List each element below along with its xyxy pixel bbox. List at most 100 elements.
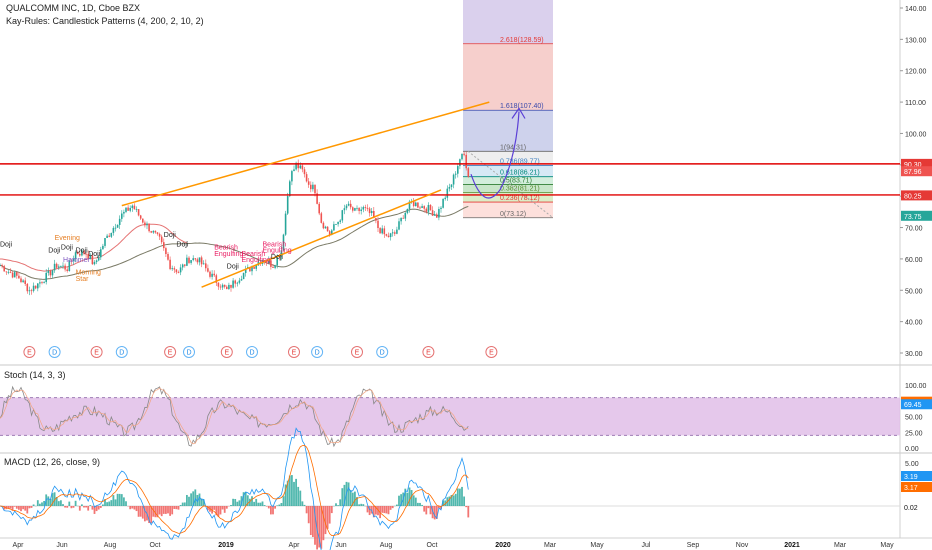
candle-body <box>379 228 381 234</box>
candle-body <box>188 257 190 263</box>
fib-level-label: 1(94.31) <box>500 144 526 151</box>
candle-body <box>70 260 73 262</box>
marker-label: E <box>292 350 297 357</box>
candle-body <box>368 208 371 214</box>
candle-body <box>307 181 310 185</box>
candle-body <box>60 266 62 267</box>
price-tick-label: 140.00 <box>905 6 927 13</box>
candle-body <box>400 217 402 222</box>
candle-body <box>18 275 20 279</box>
macd-histogram-bar <box>183 502 186 506</box>
projection-path <box>470 111 520 199</box>
candle-body <box>341 210 344 221</box>
candle-body <box>133 205 136 210</box>
macd-value-label: 3.19 <box>904 474 918 481</box>
fib-level-label: 0(73.12) <box>500 211 526 218</box>
macd-histogram-bar <box>272 506 274 515</box>
candle-body <box>324 226 327 229</box>
candle-body <box>106 235 108 238</box>
macd-histogram-bar <box>78 506 81 511</box>
candle-body <box>32 285 35 291</box>
time-tick-label: Oct <box>150 542 161 549</box>
candle-body <box>72 258 75 261</box>
candle-body <box>396 229 398 234</box>
candle-body <box>177 272 180 274</box>
macd-pane-title[interactable]: MACD (12, 26, close, 9) <box>4 457 101 467</box>
pattern-label: Doji <box>61 245 74 252</box>
candle-body <box>389 233 392 238</box>
macd-histogram-bar <box>467 506 470 518</box>
macd-histogram-bar <box>41 502 43 506</box>
marker-label: D <box>380 350 385 357</box>
macd-histogram-bar <box>421 504 423 506</box>
macd-histogram-bar <box>368 506 371 516</box>
candle-body <box>205 263 207 269</box>
time-tick-label: 2021 <box>784 542 800 549</box>
candle-body <box>7 271 10 273</box>
earnings-marker <box>220 346 233 358</box>
candle-body <box>175 269 178 273</box>
stoch-tick-label: 100.00 <box>905 383 927 390</box>
time-tick-label: Mar <box>834 542 847 549</box>
fib-level-label: 0.618(86.21) <box>500 170 540 177</box>
indicator-title[interactable]: Kay-Rules: Candlestick Patterns (4, 200,… <box>6 16 204 26</box>
stoch-band <box>0 397 900 436</box>
macd-histogram-bar <box>186 494 188 506</box>
candle-body <box>234 280 236 284</box>
candle-body <box>251 266 253 272</box>
macd-tick-label: 5.00 <box>905 461 919 468</box>
macd-histogram-bar <box>22 506 24 510</box>
candle-body <box>446 188 449 198</box>
macd-histogram-bar <box>328 506 331 524</box>
fib-zone-1618 <box>463 110 553 152</box>
candle-body <box>419 207 421 209</box>
candle-body <box>272 266 274 268</box>
pattern-label: Doji <box>88 251 101 258</box>
macd-histogram-bar <box>129 506 132 510</box>
pattern-label: Star <box>76 276 90 283</box>
macd-histogram-bar <box>97 506 100 510</box>
candle-body <box>253 266 255 269</box>
channel-upper-line <box>121 101 490 207</box>
stoch-k-line <box>0 385 469 448</box>
candle-body <box>64 265 66 270</box>
candle-body <box>28 290 31 292</box>
candle-body <box>85 253 87 255</box>
macd-histogram-bar <box>139 506 142 517</box>
macd-histogram-bar <box>398 495 400 506</box>
candle-body <box>362 207 365 210</box>
candle-body <box>135 209 138 210</box>
candle-body <box>305 174 308 182</box>
macd-histogram-bar <box>144 506 146 522</box>
candle-body <box>360 209 362 211</box>
macd-histogram-bar <box>171 506 174 515</box>
macd-histogram-bar <box>148 506 150 524</box>
macd-histogram-bar <box>234 498 237 506</box>
macd-histogram-bar <box>30 506 33 508</box>
macd-histogram-bar <box>276 505 279 506</box>
macd-histogram-bar <box>68 501 71 506</box>
macd-histogram-bar <box>230 505 232 506</box>
candle-body <box>79 254 81 256</box>
macd-histogram-bar <box>251 496 253 506</box>
candle-body <box>381 228 383 234</box>
macd-histogram-bar <box>158 506 161 515</box>
earnings-marker <box>485 346 498 358</box>
candle-body <box>158 233 161 237</box>
candle-body <box>139 215 142 219</box>
macd-histogram-bar <box>326 506 329 529</box>
stoch-pane-title[interactable]: Stoch (14, 3, 3) <box>4 370 66 380</box>
macd-histogram-bar <box>26 506 29 514</box>
macd-histogram-bar <box>135 506 138 512</box>
macd-histogram-bar <box>95 506 98 512</box>
macd-histogram-bar <box>36 500 39 506</box>
candle-body <box>127 207 129 211</box>
candle-body <box>207 268 209 272</box>
time-tick-label: Jun <box>56 542 67 549</box>
marker-label: E <box>94 350 99 357</box>
fib-zone-236 <box>463 202 553 218</box>
candle-body <box>417 202 419 208</box>
macd-histogram-bar <box>307 506 310 524</box>
macd-histogram-bar <box>442 500 444 506</box>
